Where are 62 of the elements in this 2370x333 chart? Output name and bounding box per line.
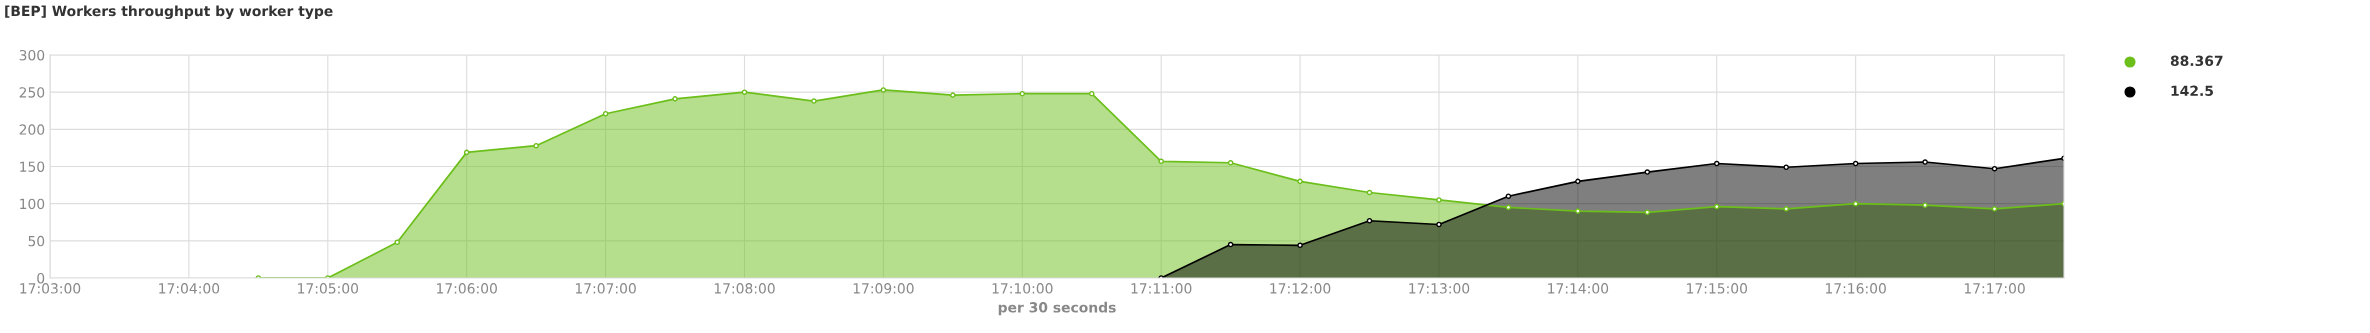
point <box>1366 217 1373 224</box>
point <box>1852 200 1859 207</box>
point <box>1644 209 1651 216</box>
point <box>1991 206 1998 212</box>
point <box>1366 189 1373 196</box>
point <box>1783 164 1789 171</box>
point <box>1852 160 1859 167</box>
point <box>394 239 401 246</box>
point <box>1783 206 1789 212</box>
x-tick-label: 17:12:00 <box>1270 283 1331 294</box>
point <box>1505 204 1512 211</box>
point <box>1991 165 1998 172</box>
y-tick-label: 50 <box>28 235 45 247</box>
x-tick-label: 17:13:00 <box>1409 283 1470 294</box>
y-tick-label: 200 <box>19 124 45 135</box>
point <box>1227 241 1234 248</box>
x-tick-label: 17:08:00 <box>714 283 775 294</box>
point <box>1922 159 1928 165</box>
point <box>1088 90 1095 97</box>
text: 88.367 <box>2170 55 2223 67</box>
x-tick-label: 17:17:00 <box>1964 283 2025 294</box>
x-tick-label: 17:15:00 <box>1687 283 1748 294</box>
point <box>1297 242 1303 249</box>
y-tick-label: 0 <box>37 272 45 284</box>
point <box>1575 178 1581 185</box>
x-tick-label: 17:14:00 <box>1548 283 1609 294</box>
text: 142.5 <box>2171 85 2213 97</box>
point <box>950 92 956 98</box>
x-tick-label: 17:06:00 <box>437 283 497 294</box>
point <box>1158 158 1164 165</box>
y-tick-label: 300 <box>19 49 45 61</box>
y-tick-label: 100 <box>20 198 45 210</box>
point <box>880 87 887 93</box>
point <box>1436 197 1442 203</box>
point <box>1713 160 1720 167</box>
point <box>602 110 609 117</box>
point <box>1922 202 1928 208</box>
point <box>463 149 470 156</box>
y-tick-label: 250 <box>19 87 45 98</box>
x-tick-label: 17:16:00 <box>1825 283 1886 294</box>
x-tick-label: 17:07:00 <box>575 283 636 294</box>
x-axis-title: per 30 seconds <box>998 301 1116 316</box>
point <box>1436 221 1442 228</box>
x-tick-label: 17:11:00 <box>1131 283 1192 294</box>
x-tick-label: 17:09:00 <box>853 283 914 294</box>
y-tick-label: 150 <box>20 161 45 172</box>
x-tick-label: 17:10:00 <box>992 283 1053 294</box>
point <box>1644 169 1651 175</box>
point <box>533 142 539 149</box>
point <box>1575 208 1581 214</box>
point <box>672 96 678 102</box>
point <box>1297 178 1303 185</box>
point <box>1019 90 1026 97</box>
x-tick-label: 17:04:00 <box>159 283 220 294</box>
x-tick-label: 17:05:00 <box>298 283 359 294</box>
point <box>1227 160 1234 166</box>
point <box>811 98 817 104</box>
point <box>1505 193 1512 200</box>
x-tick-label: 17:03:00 <box>20 283 81 294</box>
point <box>741 89 748 95</box>
chart-title: [BEP] Workers throughput by worker type <box>5 5 333 19</box>
point <box>1713 203 1720 210</box>
